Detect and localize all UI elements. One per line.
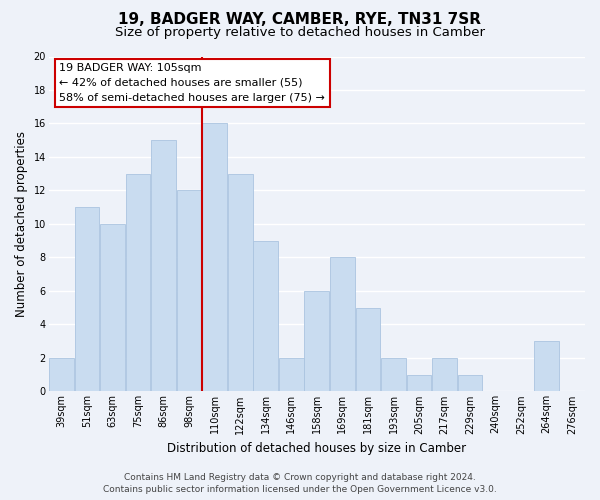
Bar — [279, 358, 304, 392]
Bar — [458, 374, 482, 392]
Bar — [253, 240, 278, 392]
Bar — [432, 358, 457, 392]
Text: Size of property relative to detached houses in Camber: Size of property relative to detached ho… — [115, 26, 485, 39]
Text: 19 BADGER WAY: 105sqm
← 42% of detached houses are smaller (55)
58% of semi-deta: 19 BADGER WAY: 105sqm ← 42% of detached … — [59, 63, 325, 103]
Bar — [356, 308, 380, 392]
Bar — [177, 190, 202, 392]
Text: Contains HM Land Registry data © Crown copyright and database right 2024.
Contai: Contains HM Land Registry data © Crown c… — [103, 472, 497, 494]
X-axis label: Distribution of detached houses by size in Camber: Distribution of detached houses by size … — [167, 442, 466, 455]
Bar — [330, 258, 355, 392]
Bar — [535, 341, 559, 392]
Bar — [126, 174, 151, 392]
Bar — [74, 207, 100, 392]
Bar — [381, 358, 406, 392]
Y-axis label: Number of detached properties: Number of detached properties — [15, 131, 28, 317]
Bar — [304, 291, 329, 392]
Bar — [49, 358, 74, 392]
Bar — [228, 174, 253, 392]
Text: 19, BADGER WAY, CAMBER, RYE, TN31 7SR: 19, BADGER WAY, CAMBER, RYE, TN31 7SR — [119, 12, 482, 28]
Bar — [151, 140, 176, 392]
Bar — [407, 374, 431, 392]
Bar — [100, 224, 125, 392]
Bar — [202, 124, 227, 392]
